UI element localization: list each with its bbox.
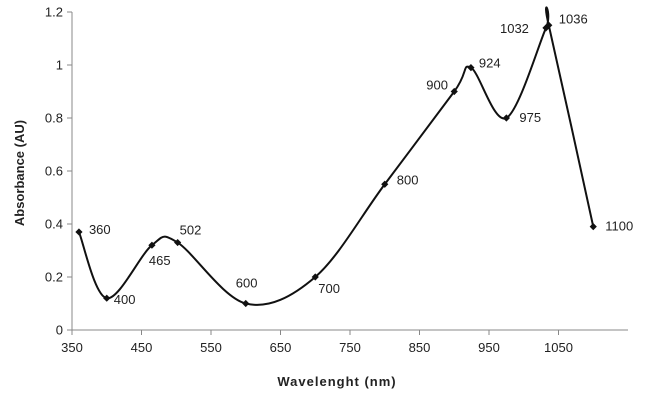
y-tick-label: 0.4 — [45, 217, 63, 232]
data-point — [174, 238, 182, 247]
x-tick-label: 950 — [478, 340, 500, 355]
y-tick-label: 0.6 — [45, 164, 63, 179]
y-tick-label: 1 — [56, 58, 63, 73]
data-label: 1036 — [559, 11, 588, 26]
data-point — [450, 87, 458, 96]
x-tick-label: 750 — [339, 340, 361, 355]
data-point — [542, 24, 550, 32]
data-point — [381, 180, 389, 188]
data-label: 1032 — [500, 21, 529, 36]
data-point — [75, 228, 83, 236]
data-point — [467, 64, 475, 72]
x-tick-label: 350 — [61, 340, 83, 355]
data-label: 800 — [397, 172, 419, 187]
data-label: 400 — [114, 292, 136, 307]
absorbance-line — [78, 6, 595, 306]
data-point — [311, 273, 319, 281]
y-axis-title: Absorbance (AU) — [12, 120, 27, 226]
data-point — [242, 299, 250, 308]
data-label: 600 — [236, 276, 258, 291]
x-tick-label: 450 — [131, 340, 153, 355]
data-label: 1100 — [605, 219, 633, 234]
marker-layer — [75, 21, 597, 308]
data-label: 465 — [149, 253, 171, 268]
data-label: 900 — [426, 78, 448, 93]
data-label: 360 — [89, 222, 111, 237]
data-point — [589, 223, 597, 231]
data-label: 700 — [318, 281, 340, 296]
x-tick-label: 850 — [409, 340, 431, 355]
data-label: 924 — [479, 56, 501, 71]
data-point — [545, 21, 553, 29]
line-layer — [78, 6, 595, 306]
y-tick-label: 0.2 — [45, 270, 63, 285]
data-point — [502, 114, 510, 122]
data-point — [148, 241, 156, 249]
data-label: 975 — [519, 110, 541, 125]
data-label: 502 — [180, 223, 202, 238]
x-tick-label: 550 — [200, 340, 222, 355]
label-layer: 360 400 465 502 600 700 800 900 924 975 1032 1036 11… — [89, 11, 633, 307]
x-axis-title: Wavelenght (nm) — [277, 374, 396, 389]
y-tick-label: 1.2 — [45, 5, 63, 20]
data-point — [103, 294, 111, 302]
y-tick-label: 0 — [56, 323, 63, 338]
x-tick-label: 650 — [270, 340, 292, 355]
x-tick-label: 1050 — [544, 340, 573, 355]
y-tick-label: 0.8 — [45, 111, 63, 126]
axes-layer: 0 0.2 0.4 0.6 0.8 1 1.2 350 450 550 650 750 850 950 10… — [45, 5, 628, 355]
